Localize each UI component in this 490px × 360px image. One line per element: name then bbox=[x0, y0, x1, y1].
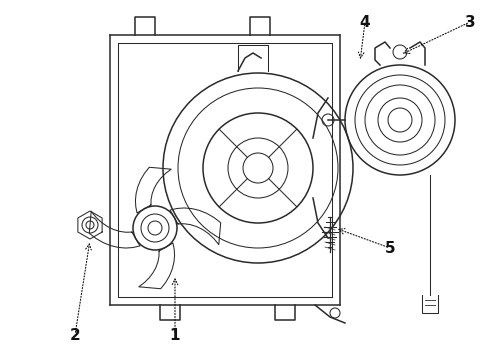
Text: 3: 3 bbox=[465, 14, 475, 30]
Text: 1: 1 bbox=[170, 328, 180, 342]
Text: 5: 5 bbox=[385, 240, 395, 256]
Text: 4: 4 bbox=[360, 14, 370, 30]
Text: 2: 2 bbox=[70, 328, 80, 342]
